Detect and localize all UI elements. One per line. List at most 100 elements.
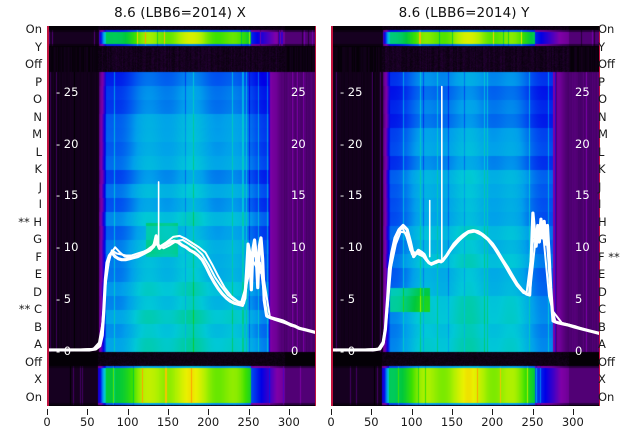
category-tick-label: A bbox=[598, 337, 606, 352]
x-tick-label-300: 300 bbox=[561, 415, 584, 429]
category-tick-right-o-4: O bbox=[598, 92, 608, 107]
heatmap-panel-y[interactable] bbox=[331, 26, 600, 406]
x-tick-label-300: 300 bbox=[277, 415, 300, 429]
category-tick-right-c-16: C bbox=[598, 304, 606, 316]
x-axis-panel-x: 0 50 100 150 200 250 300 bbox=[43, 409, 313, 443]
x-tick-mark-250 bbox=[248, 409, 250, 415]
category-tick-left-on-21: On bbox=[26, 391, 42, 404]
category-tick-label: P bbox=[35, 74, 42, 89]
category-tick-label: D bbox=[33, 284, 42, 299]
category-tick-label: Off bbox=[25, 354, 42, 369]
category-tick-right-e-14: E bbox=[598, 269, 605, 281]
category-tick-label: M bbox=[598, 127, 608, 142]
category-tick-label: E bbox=[34, 267, 42, 282]
category-tick-label: A bbox=[34, 337, 42, 352]
category-tick-label: F bbox=[35, 249, 42, 264]
category-tick-label: On bbox=[598, 390, 615, 404]
category-tick-label: O bbox=[598, 92, 608, 107]
x-tick-mark-300 bbox=[572, 409, 574, 415]
x-tick-mark-0 bbox=[47, 409, 48, 415]
category-tick-label: G bbox=[598, 232, 607, 247]
category-tick-label: Y bbox=[598, 39, 606, 54]
category-tick-right-y-1: Y bbox=[598, 39, 606, 54]
category-tick-label: Off bbox=[598, 354, 615, 369]
y-tick-10: - 10 bbox=[56, 240, 79, 255]
y-tick-5: 5 bbox=[291, 292, 299, 307]
category-tick-right-n-5: N bbox=[598, 111, 607, 124]
category-tick-left-e-14: E bbox=[35, 269, 42, 281]
category-tick-label: B bbox=[598, 319, 606, 334]
category-tick-right-b-17: B bbox=[598, 319, 606, 334]
y-tick-5: - 5 bbox=[340, 292, 356, 307]
category-tick-label: M bbox=[32, 127, 42, 142]
panel-title-x: 8.6 (LBB6=2014) X bbox=[114, 5, 246, 21]
category-tick-right-x-20: X bbox=[598, 374, 606, 386]
y-tick-25: - 25 bbox=[340, 84, 363, 99]
category-tick-left-m-6: M bbox=[32, 127, 42, 142]
category-tick-right-off-2: Off bbox=[598, 58, 615, 71]
trace-trace-c bbox=[49, 239, 315, 351]
category-tick-left-x-20: X bbox=[34, 374, 42, 386]
category-tick-label: D bbox=[598, 284, 607, 299]
x-tick-label-100: 100 bbox=[116, 415, 139, 429]
category-axis-left: On Y Off P O N M L K J I ** H G F E D ** C B A Off X On bbox=[0, 0, 46, 440]
y-tick-15: 15 bbox=[575, 188, 590, 203]
x-tick-label-0: 0 bbox=[43, 415, 51, 429]
x-tick-mark-100 bbox=[127, 409, 129, 415]
x-tick-label-250: 250 bbox=[237, 415, 260, 429]
category-tick-label: B bbox=[34, 319, 42, 334]
category-star-marker: ** bbox=[18, 214, 34, 229]
y-tick-0: - 0 bbox=[56, 344, 72, 358]
y-tick-5: 5 bbox=[575, 292, 583, 307]
x-tick-mark-50 bbox=[87, 409, 89, 415]
category-tick-right-g-12: G bbox=[598, 234, 607, 246]
category-tick-left-j-9: J bbox=[38, 179, 42, 194]
category-tick-right-p-3: P bbox=[598, 74, 605, 89]
category-tick-label: F bbox=[598, 249, 605, 264]
category-tick-left-off-2: Off bbox=[25, 57, 42, 72]
y-tick-20: - 20 bbox=[340, 136, 363, 151]
x-tick-label-0: 0 bbox=[327, 415, 335, 429]
category-tick-right-j-9: J bbox=[598, 179, 602, 194]
category-tick-label: K bbox=[598, 162, 606, 177]
x-tick-label-200: 200 bbox=[481, 415, 504, 429]
y-tick-25: 25 bbox=[575, 84, 590, 99]
category-tick-label: Off bbox=[25, 57, 42, 72]
y-tick-15: 15 bbox=[291, 188, 306, 203]
category-tick-left-f-13: F bbox=[35, 249, 42, 264]
y-tick-10: 10 bbox=[291, 240, 306, 255]
x-tick-mark-200 bbox=[492, 409, 494, 415]
category-tick-left-n-5: N bbox=[33, 111, 42, 124]
x-tick-mark-300 bbox=[288, 409, 290, 415]
category-tick-right-h-11: H bbox=[598, 214, 607, 229]
category-tick-label: H bbox=[33, 214, 42, 229]
category-tick-left-y-1: Y bbox=[34, 39, 42, 54]
category-tick-label: J bbox=[38, 179, 42, 194]
category-tick-label: P bbox=[598, 74, 605, 89]
category-tick-label: L bbox=[35, 144, 42, 159]
x-tick-label-150: 150 bbox=[440, 415, 463, 429]
category-tick-right-k-8: K bbox=[598, 162, 606, 177]
x-axis-panel-y: 0 50 100 150 200 250 300 bbox=[327, 409, 597, 443]
heatmap-panel-x[interactable] bbox=[47, 26, 316, 406]
category-tick-left-k-8: K bbox=[34, 163, 42, 176]
category-tick-label: H bbox=[598, 214, 607, 229]
category-tick-right-on-21: On bbox=[598, 390, 615, 404]
category-tick-right-d-15: D bbox=[598, 284, 607, 299]
x-tick-mark-150 bbox=[451, 409, 453, 415]
category-tick-label: O bbox=[32, 92, 42, 107]
x-tick-mark-250 bbox=[532, 409, 534, 415]
category-tick-label: I bbox=[598, 197, 602, 212]
heatmap-canvas-x bbox=[49, 26, 315, 406]
y-tick-0: 0 bbox=[291, 344, 299, 358]
category-tick-right-l-7: L bbox=[598, 146, 604, 159]
category-tick-label: J bbox=[598, 179, 602, 194]
category-tick-right-m-6: M bbox=[598, 127, 608, 142]
category-tick-label: Y bbox=[34, 39, 42, 54]
category-tick-label: E bbox=[598, 267, 606, 282]
x-tick-mark-200 bbox=[208, 409, 210, 415]
category-axis-right: On Y Off P O N M L K J I H G F ** E D C B A Off X On bbox=[594, 0, 640, 440]
x-tick-label-200: 200 bbox=[197, 415, 220, 429]
